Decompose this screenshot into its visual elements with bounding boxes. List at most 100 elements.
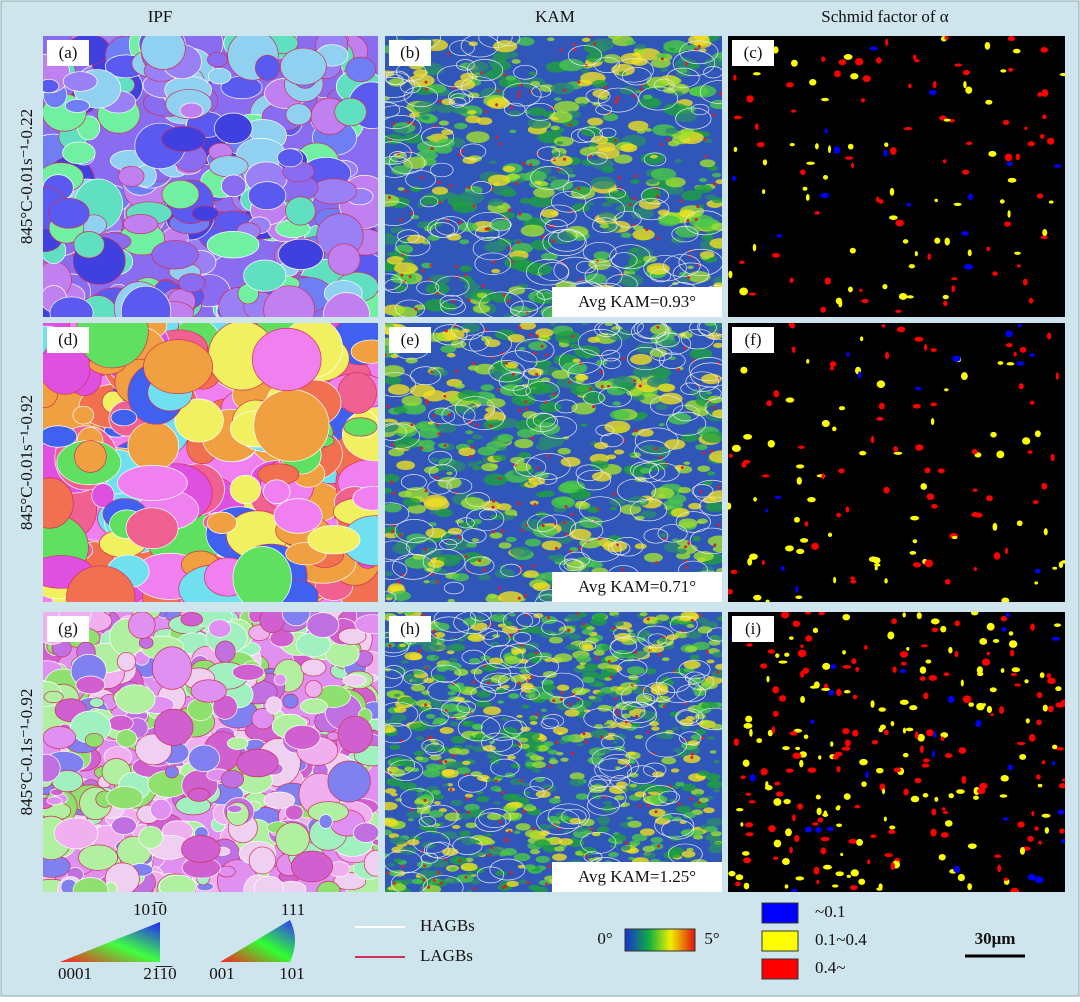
kam-blob (425, 713, 436, 719)
phase-particle (835, 806, 841, 811)
kam-hot (645, 228, 649, 232)
phase-particle (728, 453, 733, 458)
grain-boundary (672, 262, 710, 285)
kam-blob (650, 167, 677, 181)
kam-blob (555, 330, 581, 344)
kam-blob (467, 92, 480, 99)
phase-particle (743, 882, 750, 890)
kam-blob (440, 345, 457, 353)
grain-boundary (463, 404, 505, 430)
kam-blob (608, 224, 615, 228)
kam-hot (423, 613, 427, 617)
grain (73, 231, 105, 259)
kam-blob (458, 447, 476, 457)
phase-particle (912, 539, 918, 544)
map-panel: (a) (43, 36, 378, 317)
phase-particle (810, 719, 815, 724)
kam-blob (498, 591, 524, 602)
grain-boundary (514, 457, 547, 477)
kam-blob (524, 170, 547, 182)
phase-particle (951, 285, 956, 293)
kam-hot (525, 407, 529, 411)
phase-particle (1046, 137, 1055, 145)
kam-blob (666, 634, 679, 641)
kam-hot (432, 629, 436, 633)
kam-blob (680, 725, 690, 730)
phase-particle (1029, 733, 1036, 742)
kam-hot (588, 387, 592, 391)
grain (138, 825, 164, 849)
phase-particle (791, 109, 797, 113)
grain-boundary (385, 701, 419, 727)
phase-particle (1001, 627, 1007, 632)
phase-particle (919, 666, 927, 674)
grain-boundary (582, 391, 605, 405)
boundary-label: LAGBs (420, 946, 473, 965)
kam-blob (390, 836, 407, 845)
phase-particle (875, 57, 882, 64)
kam-blob (393, 262, 418, 275)
kam-blob (395, 798, 403, 802)
kam-hot (458, 859, 462, 863)
kam-hot (634, 650, 638, 654)
phase-particle (861, 298, 869, 304)
kam-blob (447, 527, 463, 535)
kam-hot (547, 616, 551, 620)
kam-blob (650, 58, 671, 68)
kam-blob (472, 745, 486, 753)
phase-particle (988, 150, 997, 157)
phase-particle (1004, 221, 1011, 227)
phase-particle (842, 650, 846, 655)
kam-hot (654, 447, 658, 451)
phase-particle (940, 736, 945, 742)
kam-hot (484, 110, 488, 114)
phase-particle (906, 295, 914, 299)
kam-blob (498, 76, 521, 88)
phase-particle (928, 675, 938, 681)
grain-boundary (695, 707, 722, 731)
kam-blob (548, 797, 561, 804)
phase-particle (896, 326, 906, 333)
kam-blob (503, 804, 518, 812)
kam-hot (460, 149, 464, 153)
phase-particle (859, 758, 868, 766)
kam-blob (527, 368, 544, 376)
kam-blob (508, 110, 522, 118)
kam-blob (627, 666, 645, 675)
kam-hot (426, 736, 430, 740)
kam-blob (635, 44, 647, 50)
phase-particle (852, 729, 859, 737)
kam-blob (407, 504, 427, 514)
kam-blob (385, 503, 402, 513)
grain-boundary (567, 362, 605, 385)
kam-blob (445, 538, 471, 551)
kam-blob (679, 209, 696, 218)
phase-particle (921, 763, 930, 768)
phase-particle (943, 118, 951, 122)
grain-boundary (633, 323, 668, 340)
kam-hot (480, 71, 484, 75)
phase-particle (867, 859, 871, 865)
grain (263, 479, 291, 504)
kam-blob (682, 811, 696, 819)
kam-blob (462, 156, 478, 164)
kam-blob (715, 179, 722, 185)
kam-blob (518, 879, 529, 885)
grain-boundary (595, 424, 614, 436)
phase-particle (953, 202, 962, 206)
phase-particle (780, 612, 790, 619)
grain-boundary (609, 244, 651, 270)
kam-hot (576, 612, 580, 616)
grain-boundary (388, 151, 426, 174)
phase-particle (767, 729, 773, 737)
grain-boundary (675, 107, 712, 130)
kam-blob (457, 389, 480, 401)
grain-boundary (593, 57, 621, 74)
phase-particle (830, 741, 834, 747)
kam-hot (569, 210, 573, 214)
grain-boundary (474, 252, 512, 275)
phase-particle (915, 444, 924, 451)
kam-hot (432, 414, 436, 418)
kam-hot (589, 36, 593, 38)
phase-particle (1012, 48, 1021, 54)
